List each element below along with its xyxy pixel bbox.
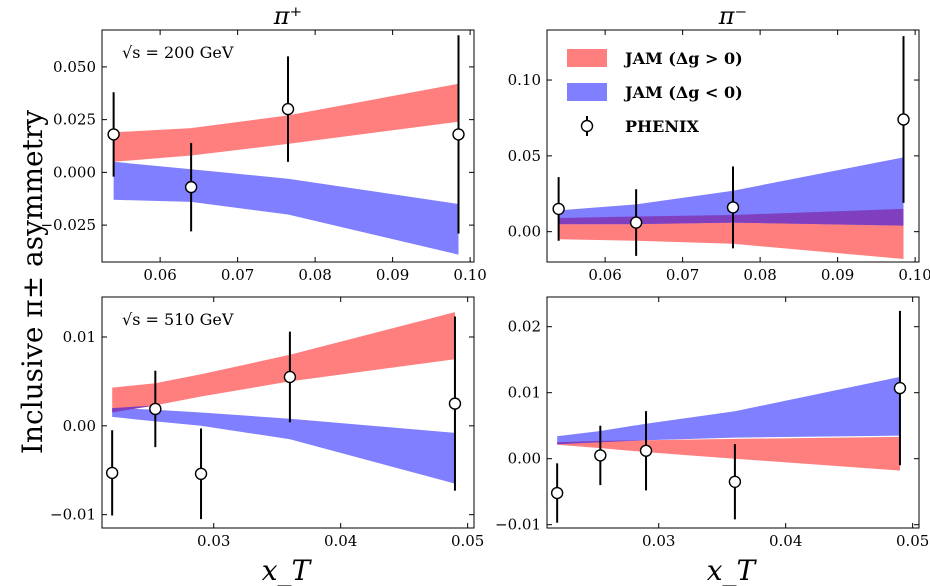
data-point	[552, 202, 565, 216]
legend: JAM (Δg > 0) JAM (Δg < 0) PHENIX	[567, 49, 743, 136]
data-point	[281, 102, 295, 116]
y-tick-label: 0.00	[63, 417, 96, 435]
data-point	[594, 449, 607, 462]
x-tick-label: 0.03	[642, 532, 675, 550]
band-dg-negative	[557, 376, 900, 445]
panel-top-left: 0.06 0.07 0.08 0.09 0.10 −0.025 0.000 0.025 0.05…	[40, 2, 486, 284]
x-axis-label-right: x_T	[707, 554, 758, 586]
axes-frame	[546, 29, 920, 263]
x-tick-label: 0.09	[376, 266, 409, 284]
band-dg-negative	[558, 157, 904, 226]
y-tick-label: −0.01	[495, 516, 541, 534]
legend-swatch	[567, 83, 607, 101]
y-tick-label: 0.00	[508, 223, 541, 241]
y-tick-label: 0.000	[53, 163, 96, 181]
band-overlap	[558, 208, 904, 226]
x-tick-label: 0.09	[821, 266, 854, 284]
data-point	[448, 397, 462, 410]
plot-area	[107, 35, 465, 255]
band-dg-positive	[557, 436, 900, 471]
x-axis-label-left: x_T	[262, 554, 313, 586]
data-point	[452, 128, 465, 141]
data-point	[629, 216, 643, 229]
legend-label: PHENIX	[625, 117, 699, 136]
y-axis-label: Inclusive π± asymmetry	[16, 110, 49, 454]
data-point	[283, 370, 297, 384]
panel-title: π⁺	[273, 2, 302, 30]
data-point	[550, 486, 564, 500]
data-point	[897, 113, 910, 126]
y-tick-label: 0.025	[53, 111, 96, 129]
data-point	[149, 402, 162, 416]
axes-frame	[101, 29, 475, 263]
y-tick-label: 0.05	[508, 147, 541, 165]
x-tick-label: 0.05	[451, 532, 484, 550]
axes-frame	[101, 296, 475, 529]
plot-area	[105, 312, 462, 520]
panel-title: π⁻	[718, 2, 747, 30]
x-tick-label: 0.10	[453, 266, 486, 284]
legend-label: JAM (Δg > 0)	[623, 49, 743, 68]
legend-label: JAM (Δg < 0)	[623, 83, 743, 102]
data-point	[726, 201, 740, 214]
data-point	[105, 466, 119, 480]
y-tick-label: 0.01	[63, 328, 96, 346]
data-point	[893, 381, 907, 395]
plot-area	[552, 36, 910, 259]
band-dg-positive	[113, 83, 459, 162]
y-tick-label: 0.02	[508, 318, 541, 336]
band-dg-negative	[112, 408, 455, 484]
x-tick-label: 0.07	[221, 266, 254, 284]
y-tick-label: −0.025	[40, 216, 96, 234]
x-tick-label: 0.04	[769, 532, 802, 550]
energy-annotation: √s = 510 GeV	[122, 310, 234, 329]
x-tick-label: 0.05	[896, 532, 929, 550]
panel-bottom-right: 0.03 0.04 0.05 −0.01 0.00 0.01 0.02	[495, 296, 929, 550]
axes-frame	[546, 296, 920, 529]
x-tick-label: 0.08	[298, 266, 331, 284]
x-tick-label: 0.04	[324, 532, 357, 550]
energy-annotation: √s = 200 GeV	[122, 43, 234, 62]
x-tick-label: 0.03	[197, 532, 230, 550]
data-point	[184, 180, 198, 194]
x-tick-label: 0.10	[898, 266, 930, 284]
data-point	[107, 128, 120, 141]
legend-marker	[580, 119, 594, 133]
y-tick-label: −0.01	[50, 506, 96, 524]
x-tick-label: 0.06	[143, 266, 176, 284]
panel-top-right: 0.06 0.07 0.08 0.09 0.10 0.00 0.05 0.10 π⁻	[508, 2, 930, 284]
panel-bottom-left: 0.03 0.04 0.05 −0.01 0.00 0.01 √s = 510 GeV	[50, 296, 484, 550]
y-tick-label: 0.01	[508, 384, 541, 402]
y-tick-label: 0.10	[508, 71, 541, 89]
data-point	[194, 467, 208, 481]
band-dg-negative	[113, 161, 459, 255]
y-tick-label: 0.00	[508, 450, 541, 468]
legend-swatch	[567, 49, 607, 67]
x-tick-label: 0.08	[743, 266, 776, 284]
y-tick-label: 0.050	[53, 58, 96, 76]
plot-area	[550, 310, 907, 523]
band-dg-positive	[112, 312, 455, 413]
data-point	[728, 475, 742, 488]
x-tick-label: 0.07	[666, 266, 699, 284]
data-point	[639, 444, 653, 457]
x-tick-label: 0.06	[588, 266, 621, 284]
